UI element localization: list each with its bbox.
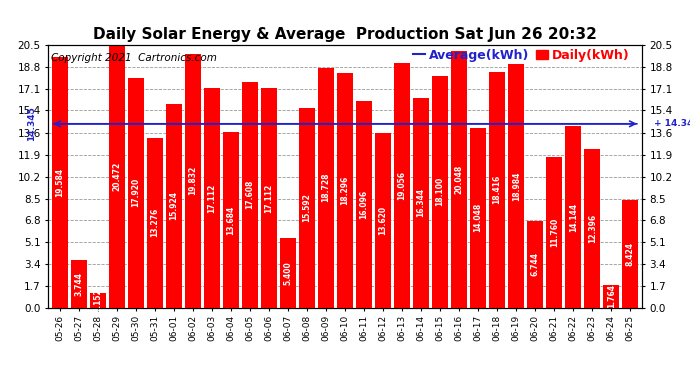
Text: 15.924: 15.924 xyxy=(169,191,178,220)
Text: Copyright 2021  Cartronics.com: Copyright 2021 Cartronics.com xyxy=(51,53,217,63)
Text: 18.728: 18.728 xyxy=(322,173,331,202)
Text: 18.984: 18.984 xyxy=(512,171,521,201)
Text: + 14.345: + 14.345 xyxy=(653,119,690,128)
Bar xyxy=(223,132,239,308)
Text: 6.744: 6.744 xyxy=(531,252,540,276)
Bar xyxy=(603,285,620,308)
Bar xyxy=(565,126,581,308)
Bar xyxy=(109,45,125,308)
Text: 8.424: 8.424 xyxy=(626,242,635,266)
Bar xyxy=(413,98,429,308)
Text: 1.764: 1.764 xyxy=(607,284,615,308)
Text: 18.296: 18.296 xyxy=(340,176,350,205)
Text: 19.832: 19.832 xyxy=(188,166,197,195)
Bar xyxy=(261,88,277,308)
Bar xyxy=(166,104,182,308)
Text: 17.608: 17.608 xyxy=(246,180,255,210)
Bar xyxy=(70,260,87,308)
Bar xyxy=(470,128,486,308)
Bar xyxy=(356,101,372,308)
Text: 13.276: 13.276 xyxy=(150,208,159,237)
Bar xyxy=(280,238,296,308)
Text: 20.472: 20.472 xyxy=(112,162,121,191)
Bar xyxy=(90,293,106,308)
Text: 11.760: 11.760 xyxy=(550,217,559,247)
Bar xyxy=(546,157,562,308)
Text: 16.096: 16.096 xyxy=(359,190,368,219)
Bar xyxy=(318,68,334,308)
Bar xyxy=(185,54,201,307)
Bar xyxy=(204,88,220,308)
Text: 14.048: 14.048 xyxy=(473,203,482,232)
Text: 5.400: 5.400 xyxy=(284,261,293,285)
Bar xyxy=(241,82,258,308)
Bar xyxy=(375,133,391,308)
Text: 12.396: 12.396 xyxy=(588,214,597,243)
Text: 16.344: 16.344 xyxy=(417,188,426,218)
Legend: Average(kWh), Daily(kWh): Average(kWh), Daily(kWh) xyxy=(413,49,629,62)
Text: 17.920: 17.920 xyxy=(131,178,140,207)
Bar xyxy=(527,221,543,308)
Text: 14.144: 14.144 xyxy=(569,202,578,231)
Text: 1.152: 1.152 xyxy=(93,288,102,312)
Text: 17.112: 17.112 xyxy=(264,183,273,213)
Text: 14.345: 14.345 xyxy=(28,106,37,141)
Bar xyxy=(52,57,68,308)
Text: 15.592: 15.592 xyxy=(302,193,311,222)
Text: 19.056: 19.056 xyxy=(397,171,406,200)
Text: 13.684: 13.684 xyxy=(226,205,235,234)
Text: 18.100: 18.100 xyxy=(435,177,444,206)
Bar xyxy=(489,72,505,308)
Bar xyxy=(337,73,353,308)
Bar xyxy=(128,78,144,308)
Text: 19.584: 19.584 xyxy=(55,168,64,196)
Bar xyxy=(299,108,315,308)
Bar xyxy=(451,51,467,308)
Text: 17.112: 17.112 xyxy=(208,183,217,213)
Title: Daily Solar Energy & Average  Production Sat Jun 26 20:32: Daily Solar Energy & Average Production … xyxy=(93,27,597,42)
Text: 18.416: 18.416 xyxy=(493,175,502,204)
Text: 20.048: 20.048 xyxy=(455,165,464,194)
Bar xyxy=(584,149,600,308)
Text: 3.744: 3.744 xyxy=(75,272,83,296)
Bar xyxy=(147,138,163,308)
Bar xyxy=(622,200,638,308)
Text: 13.620: 13.620 xyxy=(379,206,388,235)
Bar xyxy=(394,63,410,308)
Bar xyxy=(432,76,448,307)
Bar xyxy=(508,64,524,308)
